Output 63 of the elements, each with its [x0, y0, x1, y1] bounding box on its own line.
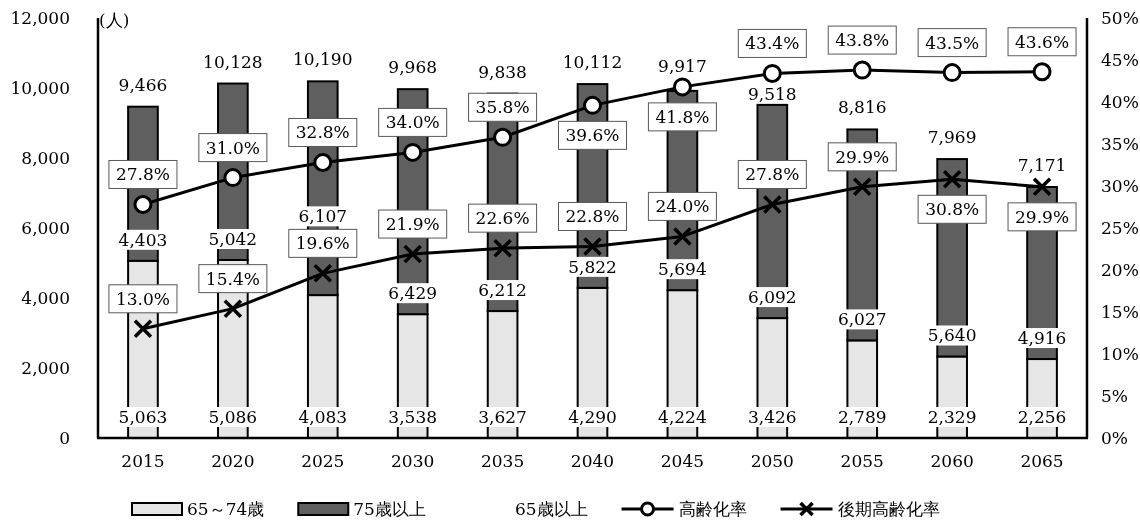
data-label: 19.6%	[295, 233, 350, 254]
y2-tick-label: 30%	[1101, 176, 1139, 196]
y2-tick-label: 10%	[1101, 344, 1139, 364]
y2-tick-label: 15%	[1101, 302, 1139, 322]
total-label: 9,968	[388, 57, 438, 78]
y-tick-label: 12,000	[10, 8, 70, 28]
data-label: 22.8%	[565, 206, 620, 227]
y2-tick-label: 40%	[1101, 92, 1139, 112]
y-axis-title: (人)	[99, 10, 130, 30]
y2-tick-label: 20%	[1101, 260, 1139, 280]
total-label: 9,466	[118, 74, 168, 95]
data-label: 34.0%	[385, 112, 440, 133]
total-label: 9,917	[658, 55, 707, 76]
y-tick-label: 0	[59, 428, 70, 448]
data-label: 43.6%	[1015, 31, 1070, 52]
data-label: 24.0%	[655, 196, 710, 217]
y2-tick-label: 50%	[1101, 8, 1139, 28]
data-label: 30.8%	[925, 199, 980, 220]
data-label: 27.8%	[745, 164, 800, 185]
y-tick-label: 8,000	[21, 148, 70, 168]
x-tick-label: 2055	[840, 451, 884, 471]
x-tick-label: 2035	[480, 451, 525, 471]
total-label: 10,128	[203, 51, 263, 72]
x-tick-label: 2045	[660, 451, 705, 471]
y-tick-label: 6,000	[21, 218, 70, 238]
data-label: 43.4%	[745, 33, 800, 54]
data-label: 43.5%	[925, 32, 980, 53]
total-label: 8,816	[837, 97, 887, 118]
y-tick-label: 2,000	[21, 358, 70, 378]
data-label: 22.6%	[475, 208, 530, 229]
data-label: 35.8%	[475, 97, 530, 118]
y-tick-label: 4,000	[21, 288, 70, 308]
total-label: 10,112	[562, 52, 623, 73]
data-label: 21.9%	[385, 214, 440, 235]
x-tick-label: 2060	[930, 451, 974, 471]
total-label: 10,190	[293, 49, 353, 70]
y2-tick-label: 25%	[1101, 218, 1139, 238]
x-tick-label: 2015	[121, 451, 165, 471]
y-tick-label: 10,000	[10, 78, 70, 98]
y2-tick-label: 5%	[1101, 386, 1128, 406]
data-label: 43.8%	[835, 30, 890, 51]
data-label: 39.6%	[565, 125, 620, 146]
data-label: 27.8%	[115, 164, 170, 185]
total-label: 9,838	[478, 61, 527, 82]
y2-tick-label: 35%	[1101, 134, 1139, 154]
data-label: 15.4%	[205, 268, 260, 289]
y2-tick-label: 45%	[1101, 50, 1139, 70]
x-tick-label: 2065	[1020, 451, 1064, 471]
data-label: 31.0%	[205, 137, 260, 158]
data-label: 29.9%	[1015, 206, 1070, 227]
total-label: 7,171	[1017, 154, 1067, 175]
y2-tick-label: 0%	[1101, 428, 1128, 448]
total-label: 9,518	[747, 84, 797, 105]
x-tick-label: 2025	[301, 451, 345, 471]
x-tick-label: 2050	[750, 451, 794, 471]
x-tick-label: 2040	[570, 451, 615, 471]
total-label: 7,969	[927, 127, 977, 148]
data-label: 32.8%	[295, 122, 350, 143]
data-label: 29.9%	[835, 146, 890, 167]
data-label: 13.0%	[115, 288, 170, 309]
x-tick-label: 2020	[211, 451, 255, 471]
x-tick-label: 2030	[391, 451, 435, 471]
data-label: 41.8%	[655, 106, 710, 127]
